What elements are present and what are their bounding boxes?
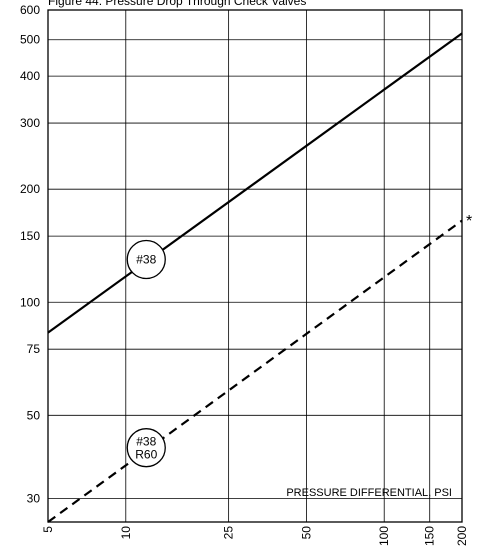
x-tick-label: 150 <box>423 526 437 546</box>
y-tick-label: 50 <box>27 408 41 422</box>
y-tick-label: 300 <box>20 116 40 130</box>
y-tick-label: 200 <box>20 182 40 196</box>
x-tick-label: 100 <box>377 526 391 546</box>
y-tick-label: 150 <box>20 229 40 243</box>
y-tick-label: 75 <box>27 342 41 356</box>
series-line <box>47 32 463 334</box>
series-label-circle <box>126 428 166 468</box>
chart-title: Figure 44. Pressure Drop Through Check V… <box>48 0 306 8</box>
y-tick-label: 600 <box>20 3 40 17</box>
x-tick-label: 25 <box>222 526 236 540</box>
y-tick-labels: 30 50 75 100 150 200 300 400 500 600 <box>20 3 40 506</box>
series-group <box>47 32 463 523</box>
series-label-text: #38 <box>136 252 156 266</box>
plot-frame <box>47 9 463 523</box>
y-tick-label: 500 <box>20 33 40 47</box>
x-tick-label: 5 <box>41 526 55 533</box>
series-label-circle <box>126 239 166 280</box>
y-tick-label: 100 <box>20 295 40 309</box>
y-tick-label: 30 <box>27 492 41 506</box>
series-line <box>47 219 463 523</box>
x-tick-label: 200 <box>455 526 469 546</box>
y-tick-label: 400 <box>20 69 40 83</box>
marker-star: * <box>466 213 472 230</box>
x-tick-label: 50 <box>299 526 313 540</box>
series-label-text: R60 <box>135 448 157 462</box>
x-axis-label: PRESSURE DIFFERENTIAL, PSI <box>286 487 452 499</box>
x-tick-label: 10 <box>119 526 133 540</box>
x-tick-labels: 5 10 25 50 100 150 200 <box>41 526 469 546</box>
series-label-text: #38 <box>136 435 156 449</box>
